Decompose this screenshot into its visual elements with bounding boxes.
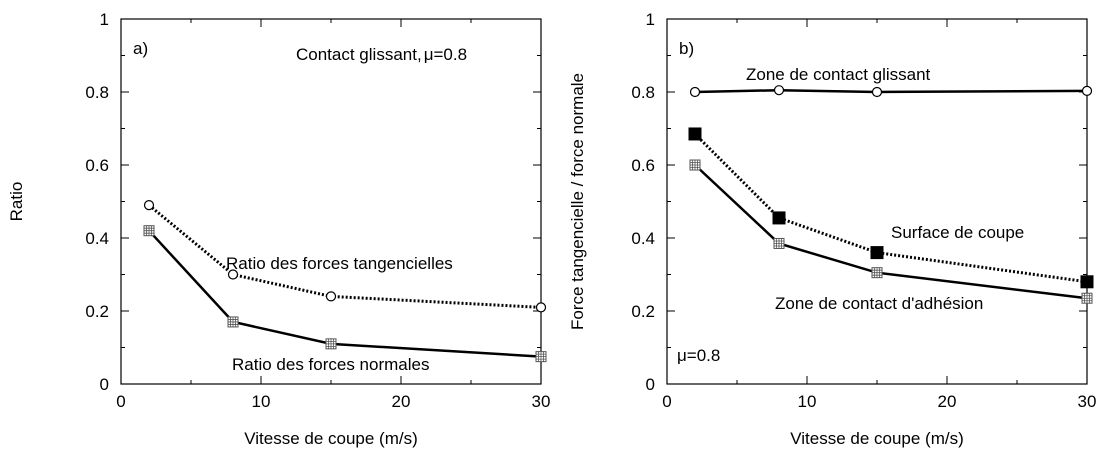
y-tick-label: 0	[100, 375, 109, 394]
data-point	[773, 237, 785, 249]
data-point	[325, 291, 337, 302]
x-tick-label: 10	[798, 392, 817, 411]
series-label: Ratio des forces tangencielles	[226, 254, 453, 273]
data-point	[773, 85, 785, 96]
data-point	[1081, 292, 1093, 304]
y-tick-label: 0.2	[85, 302, 109, 321]
y-tick-label: 0	[646, 375, 655, 394]
y-axis-title: Force tangencielle / force normale	[568, 73, 587, 330]
series-label: Zone de contact glissant	[746, 65, 931, 84]
data-point	[535, 351, 547, 363]
marker-grid	[228, 316, 238, 327]
series-line	[693, 132, 1088, 284]
marker-grid	[690, 160, 700, 170]
condition-mu: μ=0.8	[677, 346, 720, 365]
y-tick-label: 0.6	[631, 156, 655, 175]
y-axis-title: Ratio	[7, 182, 26, 222]
data-point	[325, 338, 337, 350]
data-point	[1081, 85, 1093, 97]
x-tick-label: 0	[116, 392, 125, 411]
series-line	[694, 88, 1088, 94]
y-tick-label: 0.4	[85, 229, 109, 248]
marker-grid	[536, 351, 546, 362]
panel-label: b)	[679, 39, 694, 58]
data-point	[871, 86, 883, 98]
data-point	[143, 200, 155, 211]
data-point	[227, 316, 239, 328]
data-point	[870, 246, 884, 260]
y-tick-label: 0.2	[631, 302, 655, 321]
y-tick-label: 0.6	[85, 156, 109, 175]
condition-annotation: Contact glissant, μ=0.8	[296, 45, 467, 64]
series-line	[148, 229, 542, 358]
series-line	[694, 164, 1088, 300]
condition-prefix: Contact glissant,	[296, 45, 422, 64]
data-point	[689, 86, 701, 98]
x-axis-title: Vitesse de coupe (m/s)	[244, 429, 418, 448]
x-axis-title: Vitesse de coupe (m/s)	[790, 429, 964, 448]
y-tick-label: 1	[100, 10, 109, 29]
panel-label: a)	[133, 39, 148, 58]
series-label: Surface de coupe	[891, 223, 1024, 242]
marker-grid	[1082, 293, 1092, 304]
x-tick-label: 30	[532, 392, 551, 411]
x-tick-label: 20	[392, 392, 411, 411]
marker-grid	[326, 338, 336, 349]
y-tick-label: 0.8	[85, 83, 109, 102]
plot-frame	[120, 18, 542, 385]
marker-grid	[774, 238, 784, 249]
y-tick-label: 0.4	[631, 229, 655, 248]
data-point	[1080, 275, 1094, 289]
data-point	[689, 159, 701, 171]
marker-grid	[144, 225, 154, 236]
data-point	[772, 211, 786, 225]
data-point	[143, 225, 155, 237]
data-point	[688, 127, 702, 141]
x-tick-label: 20	[938, 392, 957, 411]
marker-grid	[872, 267, 882, 278]
series-label: Zone de contact d'adhésion	[775, 294, 983, 313]
y-tick-label: 0.8	[631, 83, 655, 102]
data-point	[535, 302, 547, 313]
x-tick-label: 10	[252, 392, 271, 411]
data-point	[871, 267, 883, 279]
data-point	[227, 269, 239, 280]
y-tick-label: 1	[646, 10, 655, 29]
x-tick-label: 30	[1078, 392, 1097, 411]
series-label: Ratio des forces normales	[232, 355, 429, 374]
condition-mu: μ=0.8	[424, 45, 467, 64]
x-tick-label: 0	[662, 392, 671, 411]
